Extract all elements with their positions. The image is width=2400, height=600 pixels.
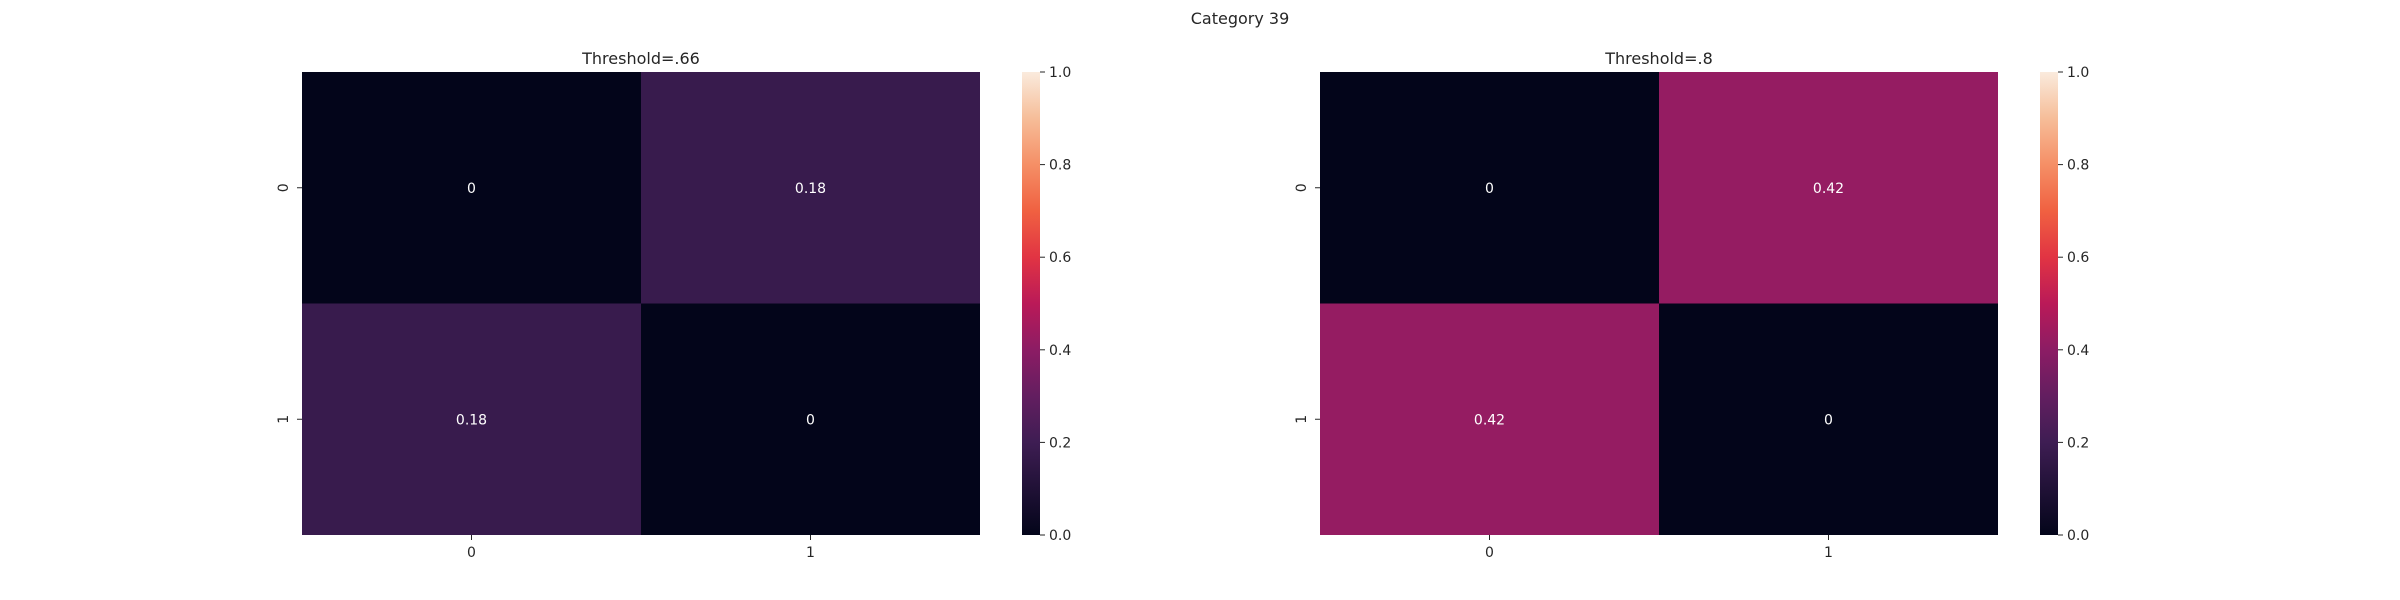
heatmap-cell	[1320, 72, 1659, 304]
heatmap-title: Threshold=.8	[1604, 49, 1713, 68]
heatmap-panel-2: Threshold=.8 0 0.42 0.42 0 0 1 0 1 0.0 0.2 0.4 0.6 0.…	[1294, 49, 2089, 561]
heatmap-cell	[1659, 303, 1998, 535]
heatmap-panel-1: Threshold=.66 0 0.18 0.18 0 0 1 0 1 0.0 0.2 0.4 0.6 0…	[276, 49, 1071, 561]
heatmap-cell	[641, 303, 980, 535]
cell-annotation: 0	[806, 412, 815, 428]
cell-annotation: 0.42	[1474, 412, 1505, 428]
colorbar	[2040, 72, 2058, 535]
colorbar-tick-label: 0.8	[1049, 158, 1071, 174]
colorbar-tick-label: 0.4	[1049, 343, 1071, 359]
y-tick-label: 1	[1294, 415, 1310, 424]
colorbar-tick-label: 0.0	[1049, 528, 1071, 544]
cell-annotation: 0.42	[1813, 181, 1844, 197]
colorbar-tick-label: 0.4	[2067, 343, 2089, 359]
x-tick-label: 1	[1824, 545, 1833, 561]
colorbar-tick-label: 1.0	[2067, 65, 2089, 81]
colorbar	[1022, 72, 1040, 535]
y-tick-label: 0	[276, 183, 292, 192]
heatmap-cell	[1320, 303, 1659, 535]
cell-annotation: 0	[1824, 412, 1833, 428]
cell-annotation: 0.18	[795, 181, 826, 197]
x-tick-label: 1	[806, 545, 815, 561]
colorbar-tick-label: 0.2	[1049, 435, 1071, 451]
cell-annotation: 0	[1485, 181, 1494, 197]
colorbar-tick-label: 0.8	[2067, 158, 2089, 174]
colorbar-tick-label: 1.0	[1049, 65, 1071, 81]
y-tick-label: 0	[1294, 183, 1310, 192]
heatmap-cell	[641, 72, 980, 304]
heatmap-cell	[1659, 72, 1998, 304]
heatmap-cell	[302, 303, 641, 535]
colorbar-tick-label: 0.6	[1049, 250, 1071, 266]
colorbar-tick-label: 0.0	[2067, 528, 2089, 544]
heatmap-cell	[302, 72, 641, 304]
heatmap-title: Threshold=.66	[581, 49, 700, 68]
colorbar-tick-label: 0.6	[2067, 250, 2089, 266]
cell-annotation: 0	[467, 181, 476, 197]
figure-suptitle: Category 39	[1191, 9, 1290, 28]
y-tick-label: 1	[276, 415, 292, 424]
cell-annotation: 0.18	[456, 412, 487, 428]
colorbar-tick-label: 0.2	[2067, 435, 2089, 451]
x-tick-label: 0	[467, 545, 476, 561]
x-tick-label: 0	[1485, 545, 1494, 561]
